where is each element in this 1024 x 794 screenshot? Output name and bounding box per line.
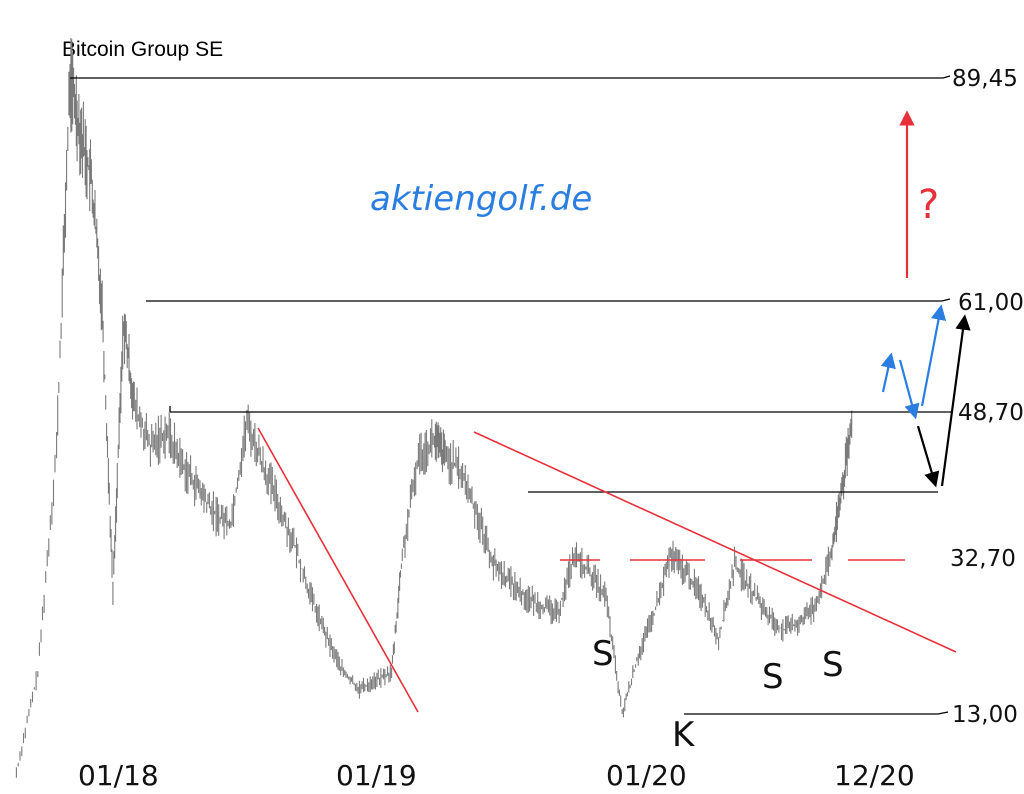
pattern-label-left-shoulder: S: [592, 634, 614, 674]
level-lines: [70, 75, 952, 715]
price-series: [15, 38, 853, 778]
x-tick-label-01-18: 01/18: [78, 759, 159, 792]
chart-title: Bitcoin Group SE: [62, 38, 223, 61]
x-tick-label-01-20: 01/20: [606, 759, 687, 792]
level-label-32-70: 32,70: [950, 546, 1016, 572]
level-label-48-70: 48,70: [958, 400, 1024, 426]
black-down-arrow: [916, 425, 940, 488]
blue-down-arrow: [898, 359, 920, 420]
level-label-61-00: 61,00: [958, 290, 1024, 316]
blue-up-arrow-1: [880, 352, 896, 393]
watermark-text: aktiengolf.de: [370, 179, 592, 219]
price-series-bars: [15, 38, 853, 778]
level-label-89-45: 89,45: [952, 66, 1018, 92]
level-label-13-00: 13,00: [952, 702, 1018, 728]
trendline-2019-2020: [473, 431, 957, 653]
level-line-hook: [936, 75, 951, 79]
trendline-2018: [257, 427, 419, 713]
pattern-label-right-shoulder-1: S: [762, 657, 784, 697]
pattern-label-right-shoulder-2: S: [822, 645, 844, 685]
blue-up-arrow-2: [920, 304, 947, 407]
pattern-label-head: K: [672, 715, 696, 755]
x-tick-label-01-19: 01/19: [336, 759, 417, 792]
arrows: [880, 110, 971, 488]
trendlines: [257, 427, 957, 713]
x-tick-label-12-20: 12/20: [834, 759, 915, 792]
question-mark: ?: [918, 182, 939, 228]
black-up-arrow: [940, 314, 971, 487]
